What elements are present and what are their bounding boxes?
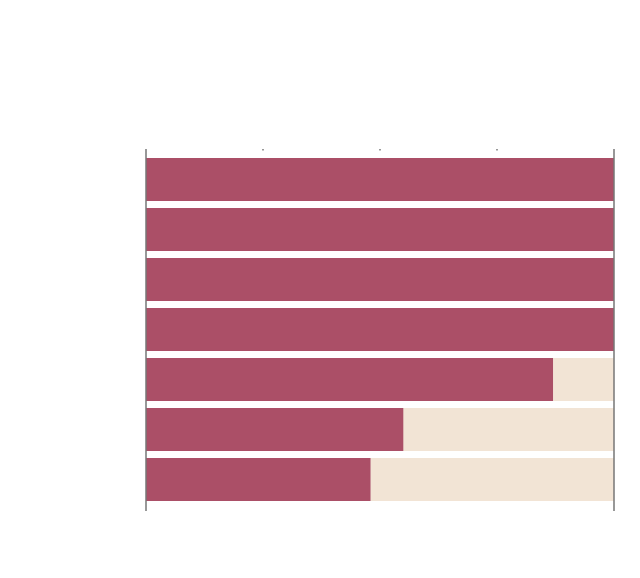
bar-row7-series2 [370, 458, 614, 501]
bar-row7-series1 [146, 458, 371, 501]
bars [146, 158, 614, 501]
bar-row4-series1 [146, 308, 614, 351]
axes [145, 149, 615, 511]
bar-row5-series1 [146, 358, 554, 401]
bar-row6-series1 [146, 408, 404, 451]
bar-row2-series1 [146, 208, 614, 251]
bar-row6-series2 [403, 408, 614, 451]
bar-row1-series1 [146, 158, 614, 201]
bar-row5-series2 [553, 358, 614, 401]
bar-row3-series1 [146, 258, 614, 301]
